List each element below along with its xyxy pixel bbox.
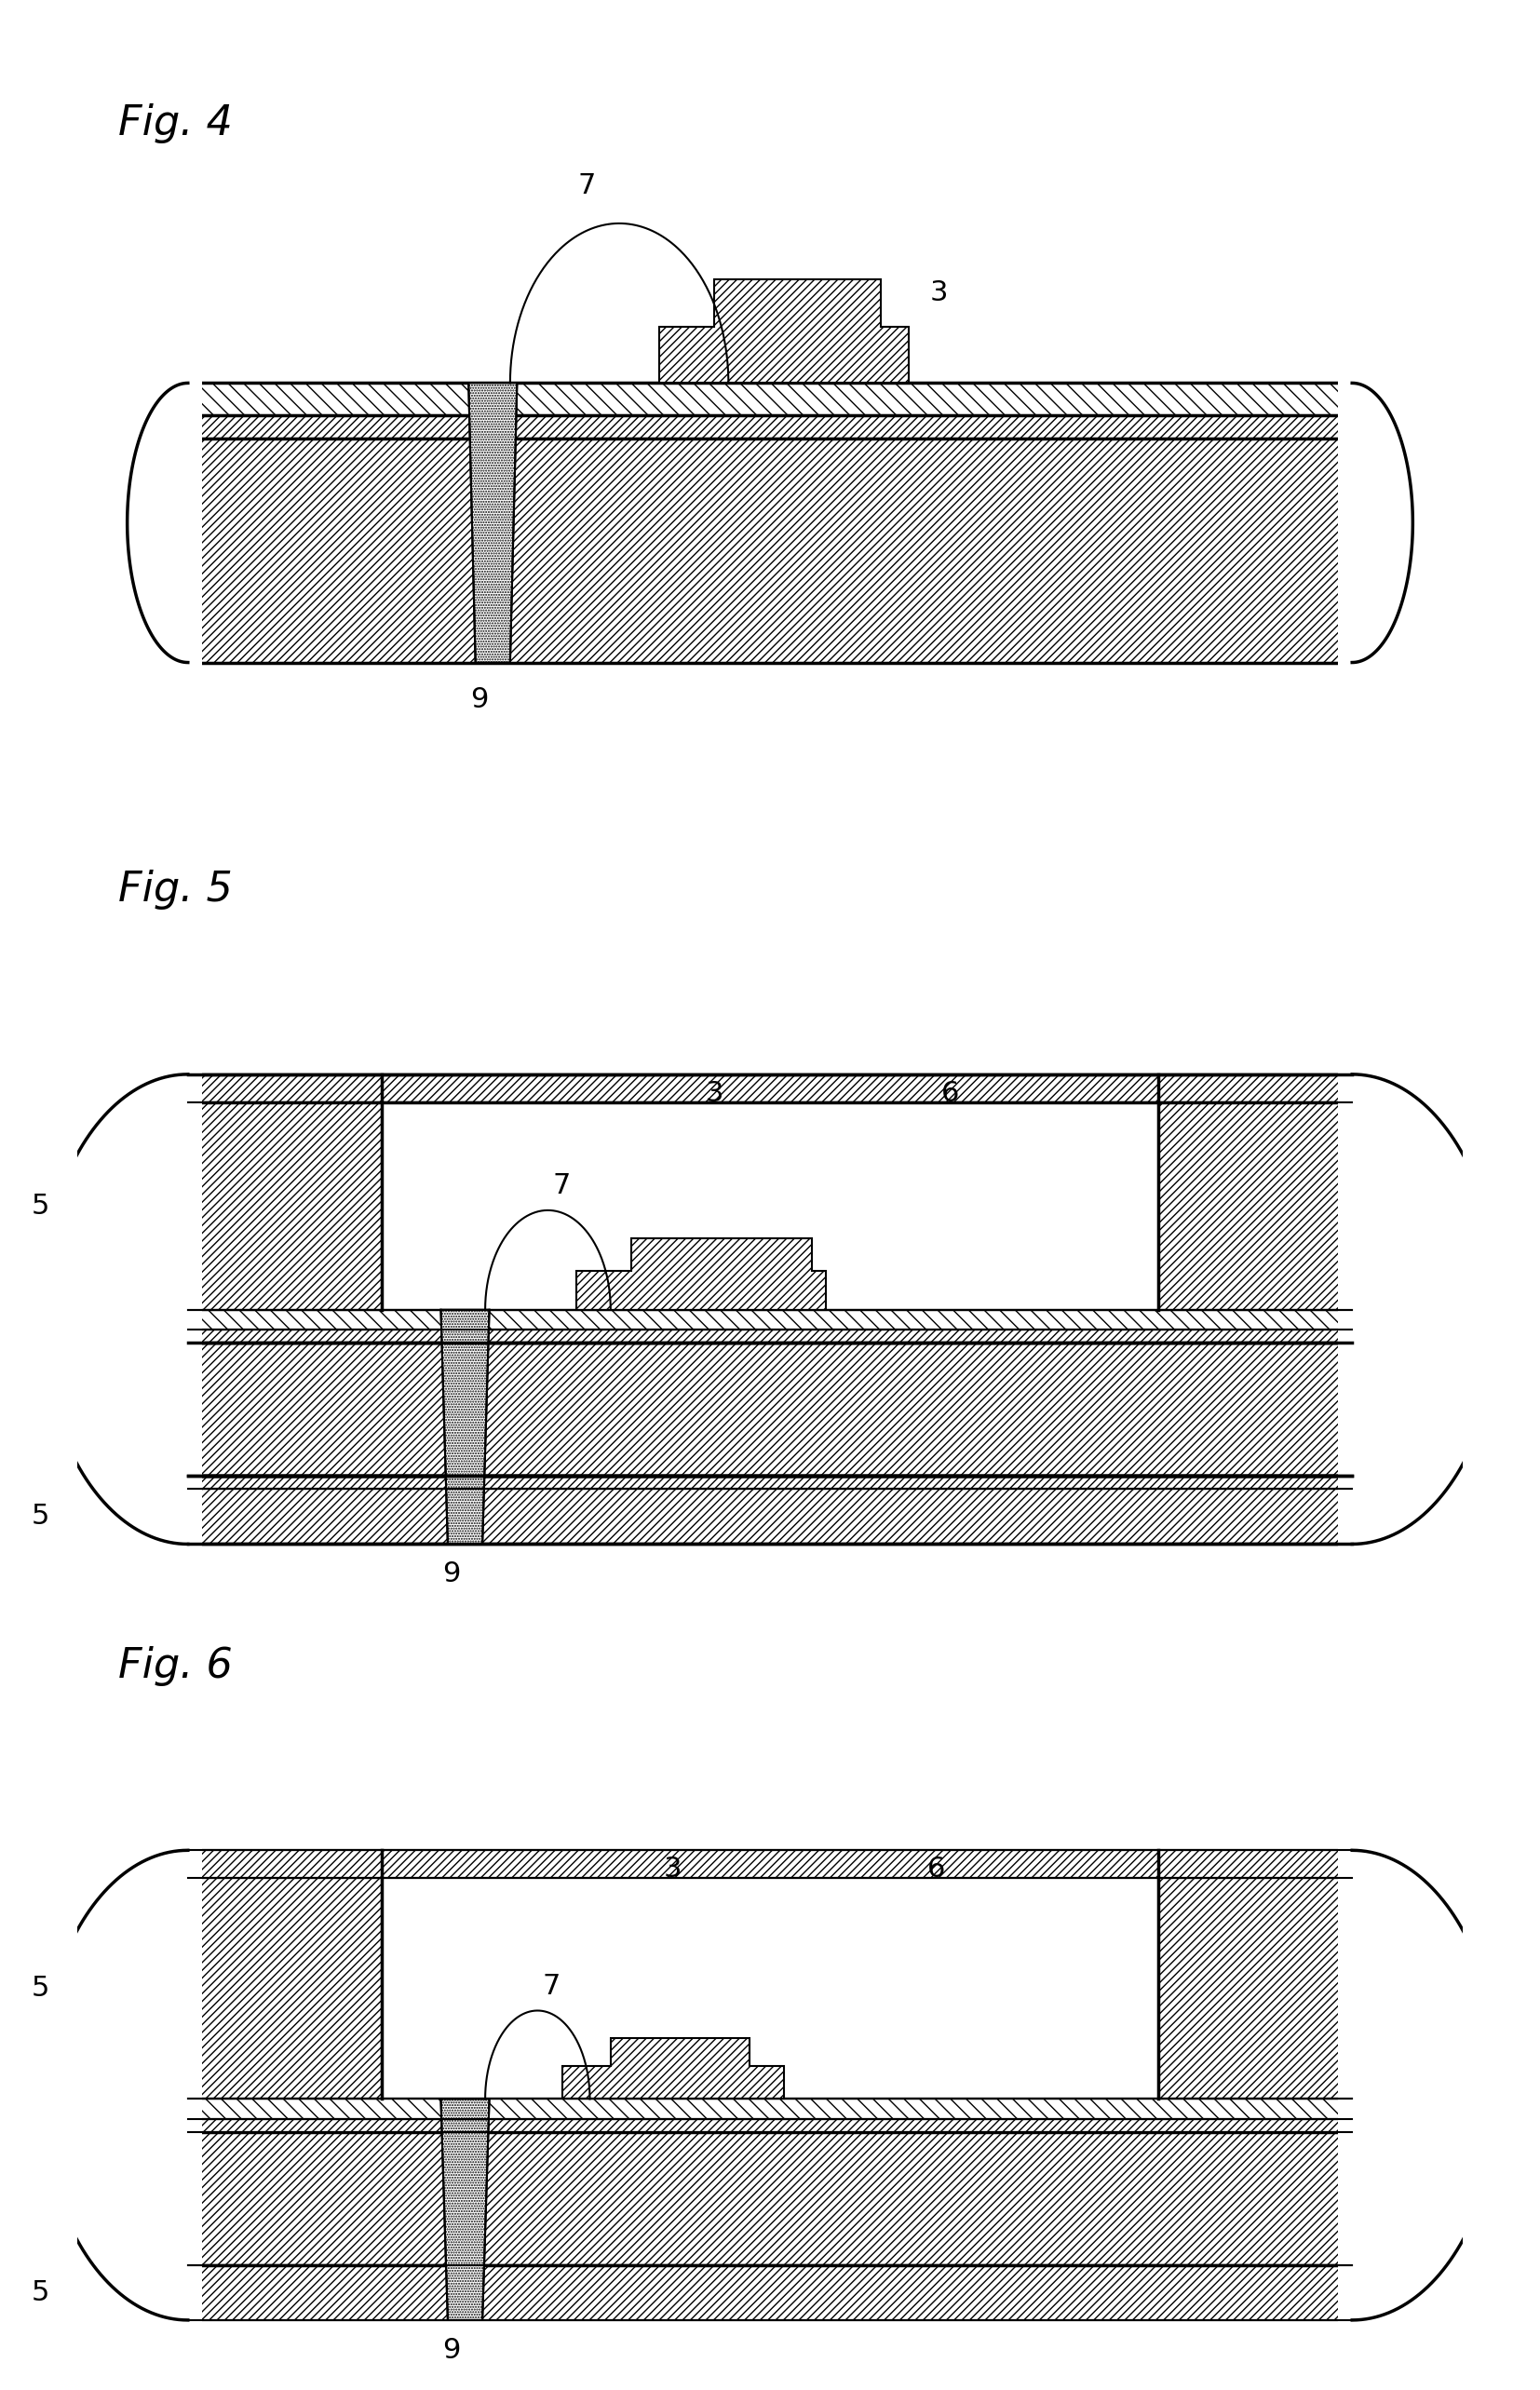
Text: 5: 5: [1374, 1503, 1391, 1530]
Text: 5: 5: [1374, 1850, 1391, 1879]
Bar: [188, 416, 1352, 440]
Polygon shape: [562, 2039, 784, 2098]
Bar: [188, 2120, 1352, 2132]
Text: 7: 7: [578, 172, 596, 198]
Bar: [1158, 1879, 1352, 2098]
Polygon shape: [440, 2098, 490, 2321]
Bar: [188, 382, 1352, 416]
Bar: [77, 1064, 202, 1556]
Text: 2: 2: [1374, 1307, 1391, 1334]
Text: 4: 4: [1374, 413, 1391, 440]
Polygon shape: [440, 1310, 490, 1544]
Bar: [188, 1850, 1352, 1879]
Text: Fig. 6: Fig. 6: [119, 1647, 233, 1685]
Text: 5: 5: [31, 1974, 49, 2003]
Polygon shape: [659, 280, 909, 382]
Text: 4: 4: [1374, 2113, 1391, 2139]
Text: 1: 1: [1374, 1396, 1391, 1422]
Text: 2: 2: [1374, 2096, 1391, 2122]
Text: 5: 5: [1374, 1076, 1391, 1102]
Bar: [1338, 368, 1540, 679]
Bar: [188, 1310, 1352, 1329]
Bar: [188, 440, 1352, 662]
Bar: [1158, 1102, 1352, 1310]
Polygon shape: [468, 382, 517, 662]
Text: 1: 1: [1374, 538, 1391, 564]
Bar: [77, 1840, 202, 2330]
Text: 3: 3: [705, 1080, 724, 1107]
Bar: [77, 368, 202, 679]
Text: 4: 4: [1374, 1322, 1391, 1350]
Text: 9: 9: [442, 1561, 460, 1587]
Bar: [188, 2098, 1352, 2120]
Text: 3: 3: [664, 1855, 682, 1883]
Text: 1: 1: [1374, 2184, 1391, 2213]
Bar: [188, 1879, 382, 2098]
Text: 6: 6: [941, 1080, 959, 1107]
Bar: [1338, 1840, 1540, 2330]
Text: 5: 5: [31, 1503, 49, 1530]
Text: 5: 5: [31, 2280, 49, 2306]
Bar: [1338, 1064, 1540, 1556]
Bar: [188, 1329, 1352, 1343]
Text: 7: 7: [553, 1171, 571, 1200]
Bar: [188, 1489, 1352, 1544]
Text: 3: 3: [929, 280, 947, 306]
Text: 4: 4: [1374, 1470, 1391, 1496]
Text: 5: 5: [1374, 2280, 1391, 2306]
Bar: [188, 1073, 1352, 1102]
Text: 6: 6: [927, 1855, 946, 1883]
Bar: [188, 2266, 1352, 2321]
Bar: [188, 1475, 1352, 1489]
Text: 9: 9: [442, 2337, 460, 2364]
Text: 7: 7: [542, 1972, 561, 2000]
Text: 2: 2: [1374, 385, 1391, 413]
Text: 9: 9: [470, 686, 488, 715]
Bar: [188, 2132, 1352, 2266]
Bar: [188, 1343, 1352, 1475]
Text: Fig. 5: Fig. 5: [119, 870, 233, 911]
Polygon shape: [576, 1238, 825, 1310]
Text: Fig. 4: Fig. 4: [119, 103, 233, 143]
Bar: [188, 1102, 382, 1310]
Text: 5: 5: [31, 1193, 49, 1219]
